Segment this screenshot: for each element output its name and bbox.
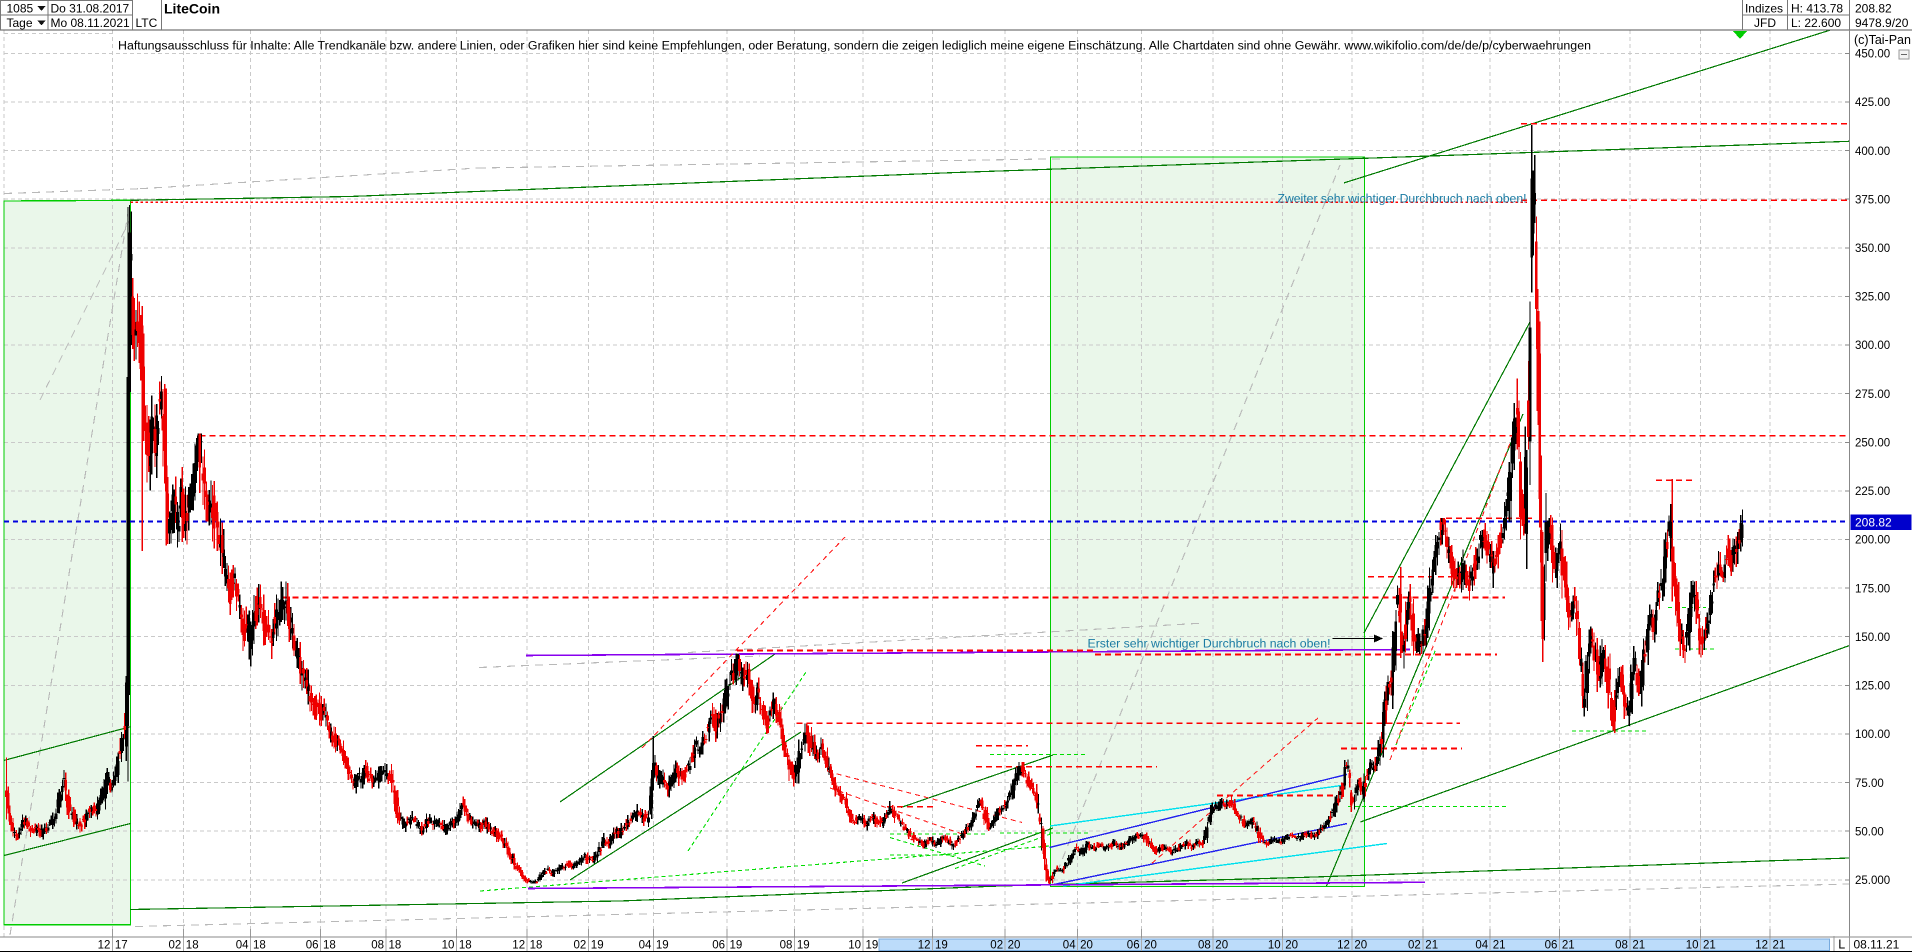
svg-text:Mo 08.11.2021: Mo 08.11.2021 [51,16,130,30]
svg-text:20: 20 [1080,939,1093,951]
svg-text:10: 10 [848,939,861,951]
svg-text:400.00: 400.00 [1855,146,1890,158]
svg-text:18: 18 [459,939,472,951]
svg-text:12: 12 [1337,939,1350,951]
svg-text:19: 19 [591,939,604,951]
svg-text:10: 10 [1686,939,1699,951]
svg-text:04: 04 [1475,939,1488,951]
svg-text:Haftungsausschluss für Inhalte: Haftungsausschluss für Inhalte: Alle Tre… [118,41,1591,53]
svg-text:Do 31.08.2017: Do 31.08.2017 [51,2,130,16]
svg-text:25.000: 25.000 [1855,875,1890,887]
svg-text:02: 02 [990,939,1003,951]
svg-text:150.00: 150.00 [1855,632,1890,644]
svg-text:H: 413.78: H: 413.78 [1791,2,1843,16]
svg-text:19: 19 [935,939,948,951]
svg-text:02: 02 [169,939,182,951]
svg-text:L: 22.600: L: 22.600 [1791,16,1841,30]
svg-text:18: 18 [530,939,543,951]
svg-text:04: 04 [639,939,652,951]
svg-text:08: 08 [1615,939,1628,951]
svg-text:21: 21 [1562,939,1575,951]
svg-text:12: 12 [98,939,111,951]
svg-text:10: 10 [1268,939,1281,951]
svg-text:19: 19 [730,939,743,951]
svg-text:208.82: 208.82 [1855,516,1892,530]
svg-text:08: 08 [780,939,793,951]
svg-text:19: 19 [866,939,879,951]
svg-text:300.00: 300.00 [1855,340,1890,352]
svg-text:225.00: 225.00 [1855,486,1890,498]
svg-text:375.00: 375.00 [1855,194,1890,206]
svg-text:10: 10 [442,939,455,951]
svg-text:18: 18 [323,939,336,951]
svg-text:250.00: 250.00 [1855,438,1890,450]
svg-text:04: 04 [1063,939,1076,951]
svg-text:20: 20 [1354,939,1367,951]
svg-text:12: 12 [1755,939,1768,951]
svg-text:19: 19 [656,939,669,951]
svg-text:21: 21 [1703,939,1716,951]
svg-text:20: 20 [1285,939,1298,951]
svg-text:21: 21 [1632,939,1645,951]
svg-text:Zweiter sehr wichtiger Durchbr: Zweiter sehr wichtiger Durchbruch nach o… [1278,192,1527,206]
svg-text:17: 17 [115,939,128,951]
svg-text:LTC: LTC [136,16,158,30]
svg-text:Indizes: Indizes [1745,2,1783,16]
svg-text:JFD: JFD [1754,16,1776,30]
svg-text:06: 06 [306,939,319,951]
svg-text:08: 08 [371,939,384,951]
svg-text:06: 06 [712,939,725,951]
svg-text:12: 12 [918,939,931,951]
svg-text:275.00: 275.00 [1855,389,1890,401]
svg-text:20: 20 [1008,939,1021,951]
svg-text:350.00: 350.00 [1855,243,1890,255]
svg-text:9478.9/20: 9478.9/20 [1855,16,1909,30]
svg-text:06: 06 [1127,939,1140,951]
svg-text:LiteCoin: LiteCoin [164,1,220,17]
svg-text:100.00: 100.00 [1855,729,1890,741]
svg-text:75.00: 75.00 [1855,778,1884,790]
svg-text:425.00: 425.00 [1855,97,1890,109]
svg-text:21: 21 [1493,939,1506,951]
svg-text:21: 21 [1425,939,1438,951]
svg-text:02: 02 [1408,939,1421,951]
svg-text:450.00: 450.00 [1855,49,1890,61]
svg-text:08: 08 [1198,939,1211,951]
svg-text:20: 20 [1215,939,1228,951]
svg-text:18: 18 [186,939,199,951]
svg-text:21: 21 [1773,939,1786,951]
svg-text:125.00: 125.00 [1855,681,1890,693]
svg-text:(c)Tai-Pan: (c)Tai-Pan [1854,33,1911,47]
svg-text:L: L [1838,938,1845,952]
svg-text:200.00: 200.00 [1855,535,1890,547]
svg-text:20: 20 [1144,939,1157,951]
svg-text:18: 18 [253,939,266,951]
svg-text:12: 12 [512,939,525,951]
svg-text:325.00: 325.00 [1855,292,1890,304]
svg-text:04: 04 [236,939,249,951]
svg-text:50.00: 50.00 [1855,826,1884,838]
svg-text:19: 19 [797,939,810,951]
svg-text:06: 06 [1545,939,1558,951]
svg-text:Erster sehr wichtiger Durchbru: Erster sehr wichtiger Durchbruch nach ob… [1088,637,1331,651]
svg-text:1085: 1085 [7,2,34,16]
svg-text:08.11.21: 08.11.21 [1854,938,1900,952]
svg-text:175.00: 175.00 [1855,583,1890,595]
svg-text:208.82: 208.82 [1855,2,1892,16]
svg-text:Tage: Tage [7,16,33,30]
svg-text:18: 18 [389,939,402,951]
svg-text:02: 02 [574,939,587,951]
